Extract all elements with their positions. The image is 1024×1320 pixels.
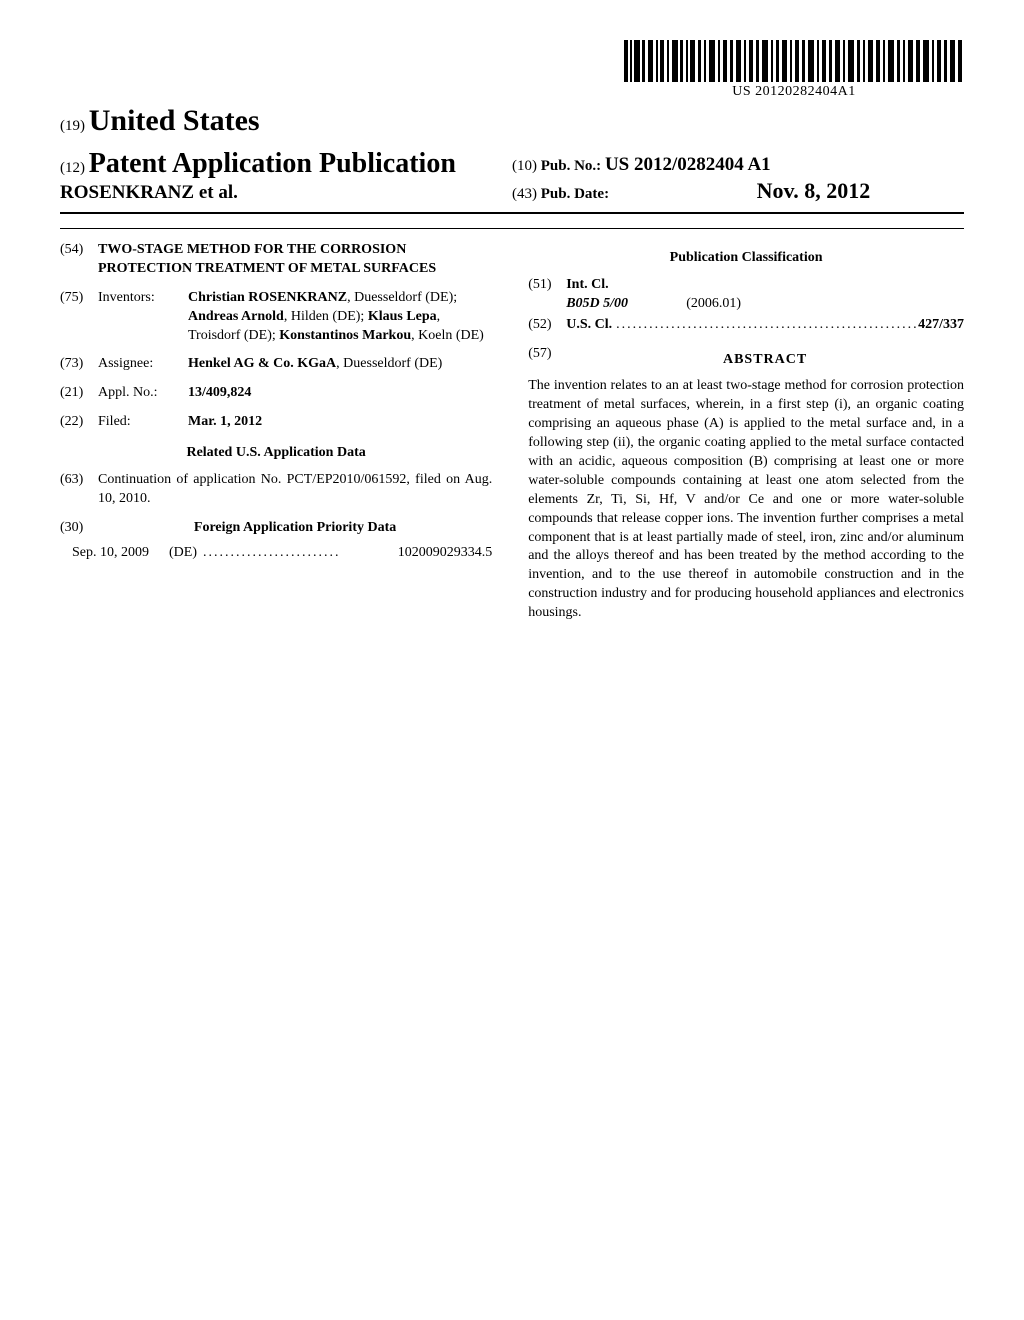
country-line: (19) United States: [60, 104, 964, 138]
assignee-row: (73) Assignee: Henkel AG & Co. KGaA, Due…: [60, 355, 492, 374]
barcode-text: US 20120282404A1: [624, 84, 964, 100]
intcl-row: (51) Int. Cl. B05D 5/00 (2006.01): [528, 276, 964, 314]
filed-label: Filed:: [98, 413, 188, 432]
abstract-num: (57): [528, 345, 566, 378]
header-right: (10) Pub. No.: US 2012/0282404 A1 (43) P…: [512, 152, 964, 204]
right-column: Publication Classification (51) Int. Cl.…: [528, 241, 964, 623]
pub-no-value: US 2012/0282404 A1: [605, 154, 771, 175]
intcl-year: (2006.01): [686, 295, 741, 314]
pub-no-line: (10) Pub. No.: US 2012/0282404 A1: [512, 154, 964, 176]
foreign-heading: Foreign Application Priority Data: [98, 519, 492, 538]
applno-value-text: 13/409,824: [188, 385, 251, 400]
intcl-label: Int. Cl.: [566, 276, 964, 295]
intcl-label-text: Int. Cl.: [566, 277, 608, 292]
inventors-row: (75) Inventors: Christian ROSENKRANZ, Du…: [60, 289, 492, 346]
intcl-code: B05D 5/00: [566, 295, 686, 314]
header-block: (19) United States (12) Patent Applicati…: [60, 104, 964, 204]
two-col: (54) TWO-STAGE METHOD FOR THE CORROSION …: [60, 241, 964, 623]
uscl-value: 427/337: [918, 316, 964, 335]
top-rule: [60, 212, 964, 214]
inventors-label: Inventors:: [98, 289, 188, 346]
inventors-num: (75): [60, 289, 98, 346]
patent-page: US 20120282404A1 (19) United States (12)…: [0, 0, 1024, 663]
priority-dots: .........................: [197, 544, 398, 563]
barcode-svg: [624, 40, 964, 82]
priority-country: (DE): [149, 544, 197, 563]
barcode: US 20120282404A1: [624, 40, 964, 100]
pub-date-value: Nov. 8, 2012: [757, 178, 871, 203]
pub-no-label: Pub. No.:: [541, 158, 601, 174]
abstract-heading: ABSTRACT: [566, 351, 964, 370]
priority-row: Sep. 10, 2009 (DE) .....................…: [60, 544, 492, 563]
pub-date-line: (43) Pub. Date: Nov. 8, 2012: [512, 178, 964, 204]
abstract-heading-row: (57) ABSTRACT: [528, 345, 964, 378]
foreign-num: (30): [60, 519, 98, 538]
applno-num: (21): [60, 384, 98, 403]
pub-no-code: (10): [512, 158, 537, 174]
priority-num: 102009029334.5: [398, 544, 493, 563]
country-code: (19): [60, 118, 85, 134]
inventors-value: Christian ROSENKRANZ, Duesseldorf (DE); …: [188, 289, 492, 346]
header-left: (12) Patent Application Publication ROSE…: [60, 148, 512, 204]
filed-value-text: Mar. 1, 2012: [188, 414, 262, 429]
title-row: (54) TWO-STAGE METHOD FOR THE CORROSION …: [60, 241, 492, 279]
uscl-value-row: U.S. Cl. ...............................…: [566, 316, 964, 335]
continuation-text: Continuation of application No. PCT/EP20…: [98, 471, 492, 509]
applno-label: Appl. No.:: [98, 384, 188, 403]
assignee-value: Henkel AG & Co. KGaA, Duesseldorf (DE): [188, 355, 492, 374]
filed-num: (22): [60, 413, 98, 432]
pub-date-label: Pub. Date:: [541, 186, 609, 202]
intcl-num: (51): [528, 276, 566, 314]
priority-date: Sep. 10, 2009: [60, 544, 149, 563]
country-name: United States: [89, 104, 260, 137]
uscl-num: (52): [528, 316, 566, 335]
assignee-num: (73): [60, 355, 98, 374]
mid-rule: [60, 228, 964, 229]
pub-code: (12): [60, 160, 85, 176]
foreign-heading-row: (30) Foreign Application Priority Data: [60, 519, 492, 538]
title-num: (54): [60, 241, 98, 279]
related-heading: Related U.S. Application Data: [60, 444, 492, 463]
abstract-text: The invention relates to an at least two…: [528, 377, 964, 623]
header-row: (12) Patent Application Publication ROSE…: [60, 148, 964, 204]
pub-line: (12) Patent Application Publication: [60, 148, 512, 180]
left-column: (54) TWO-STAGE METHOD FOR THE CORROSION …: [60, 241, 492, 623]
uscl-label: U.S. Cl.: [566, 316, 612, 335]
assignee-label: Assignee:: [98, 355, 188, 374]
continuation-num: (63): [60, 471, 98, 509]
intcl-code-row: B05D 5/00 (2006.01): [566, 295, 964, 314]
filed-row: (22) Filed: Mar. 1, 2012: [60, 413, 492, 432]
intcl-block: Int. Cl. B05D 5/00 (2006.01): [566, 276, 964, 314]
pub-date-code: (43): [512, 186, 537, 202]
authors-line: ROSENKRANZ et al.: [60, 182, 512, 204]
title-text: TWO-STAGE METHOD FOR THE CORROSION PROTE…: [98, 241, 492, 279]
filed-value: Mar. 1, 2012: [188, 413, 492, 432]
continuation-row: (63) Continuation of application No. PCT…: [60, 471, 492, 509]
barcode-area: US 20120282404A1: [60, 40, 964, 100]
classification-heading: Publication Classification: [528, 249, 964, 268]
applno-value: 13/409,824: [188, 384, 492, 403]
uscl-row: (52) U.S. Cl. ..........................…: [528, 316, 964, 335]
pub-title: Patent Application Publication: [89, 148, 456, 179]
uscl-dots: ........................................…: [612, 316, 918, 335]
applno-row: (21) Appl. No.: 13/409,824: [60, 384, 492, 403]
